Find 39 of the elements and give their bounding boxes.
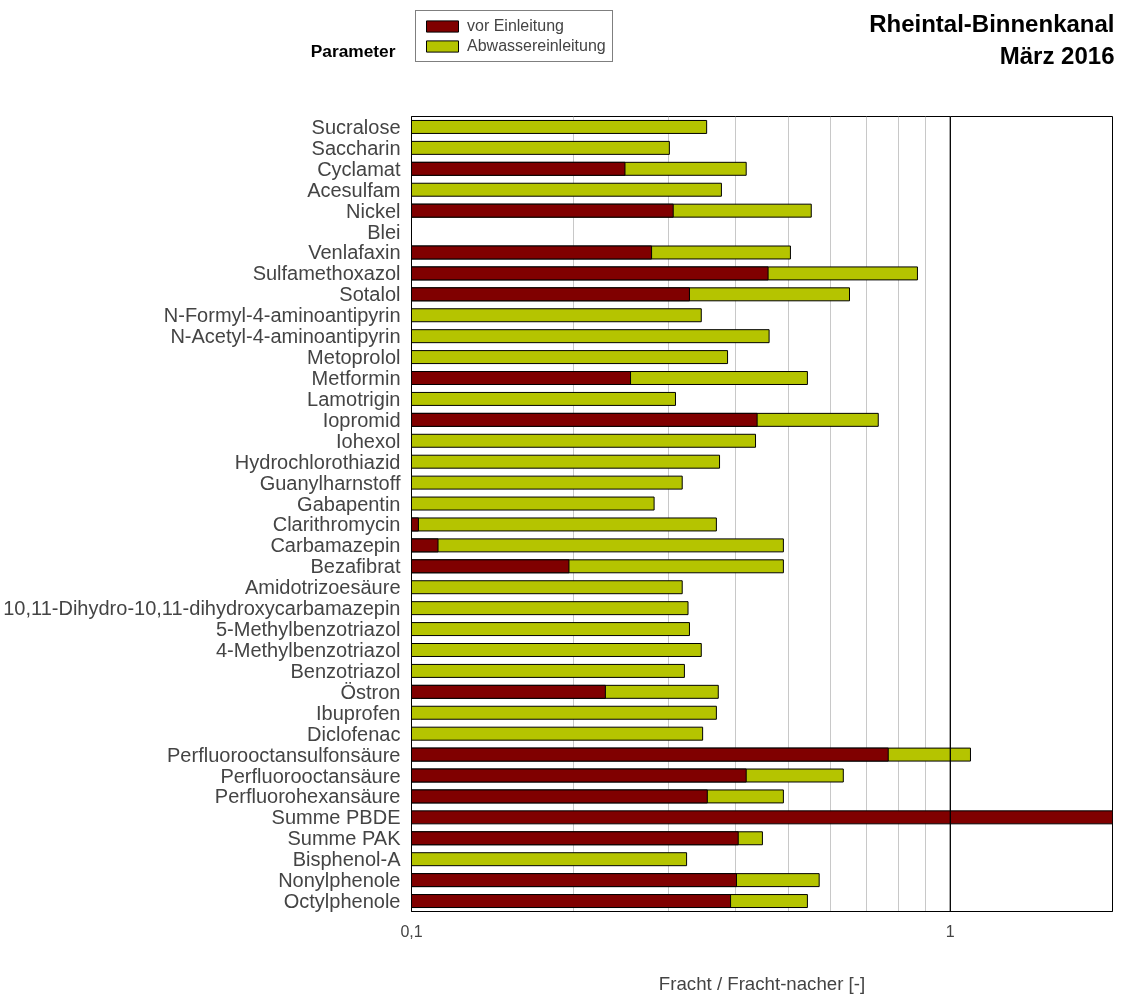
y-tick-label: Östron [340, 680, 401, 703]
chart-subtitle: März 2016 [999, 41, 1115, 69]
y-tick-label: Sucralose [311, 115, 401, 138]
y-tick-label: Perfluorohexansäure [214, 785, 401, 808]
y-tick-label: Cyclamat [317, 157, 401, 180]
x-axis-title: Fracht / Fracht-nacher [-] [658, 972, 866, 994]
y-tick-label: 5-Methylbenzotriazol [215, 618, 401, 641]
y-tick-label: Amidotrizoesäure [244, 576, 401, 599]
y-tick-label: Nonylphenole [278, 869, 401, 892]
y-tick-label: Benzotriazol [290, 659, 401, 682]
y-tick-label: Bisphenol-A [292, 848, 402, 871]
y-tick-label: N-Acetyl-4-aminoantipyrin [170, 325, 401, 348]
y-tick-label: Sotalol [339, 283, 401, 306]
legend-label: vor Einleitung [467, 17, 564, 35]
y-tick-label: Hydrochlorothiazid [234, 450, 401, 473]
y-tick-label: Nickel [346, 199, 401, 222]
y-axis-title: Parameter [310, 40, 396, 61]
y-tick-label: N-Formyl-4-aminoantipyrin [163, 304, 401, 327]
y-tick-label: Carbamazepin [270, 534, 401, 557]
y-tick-label: Saccharin [311, 136, 401, 159]
y-tick-label: Lamotrigin [307, 387, 401, 410]
y-tick-label: Sulfamethoxazol [252, 262, 401, 285]
y-tick-label: Perfluorooctansäure [220, 764, 401, 787]
y-tick-label: Summe PBDE [271, 806, 401, 829]
y-tick-label: 10,11-Dihydro-10,11-dihydroxycarbamazepin [3, 597, 401, 620]
x-tick-label: 0,1 [400, 922, 423, 940]
y-tick-label: Summe PAK [287, 827, 402, 850]
y-tick-label: Guanylharnstoff [259, 471, 401, 494]
legend-label: Abwassereinleitung [467, 37, 606, 55]
y-tick-label: Metoprolol [307, 346, 401, 369]
y-tick-label: Ibuprofen [315, 701, 401, 724]
y-tick-label: Perfluorooctansulfonsäure [167, 743, 401, 766]
chart-title: Rheintal-Binnenkanal [869, 9, 1115, 37]
y-tick-label: Venlafaxin [308, 241, 401, 264]
y-tick-label: Metformin [311, 367, 401, 390]
y-tick-label: Octylphenole [283, 890, 401, 913]
y-tick-label: Blei [367, 220, 401, 243]
x-tick-label: 1 [945, 922, 955, 940]
y-tick-label: Bezafibrat [310, 555, 401, 578]
